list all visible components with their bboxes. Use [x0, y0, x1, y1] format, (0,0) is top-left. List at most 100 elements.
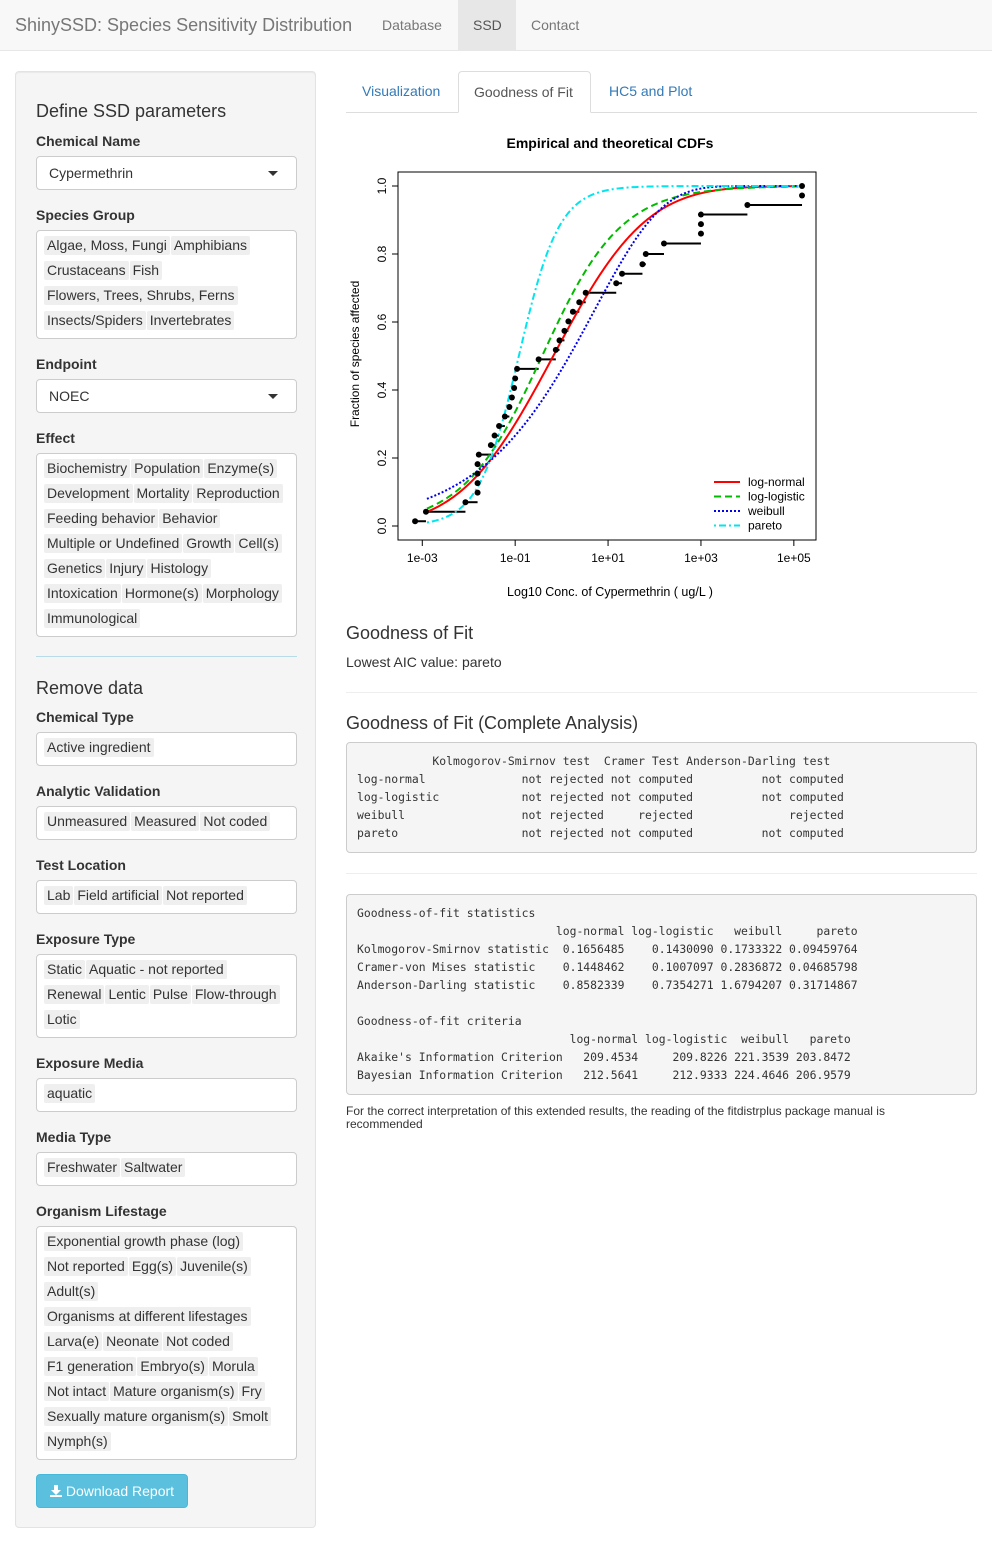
selected-tag[interactable]: Histology: [147, 559, 212, 578]
nav-contact[interactable]: Contact: [531, 17, 580, 33]
ecdf-point: [561, 327, 568, 334]
selected-tag[interactable]: Juvenile(s): [177, 1257, 251, 1276]
selected-tag[interactable]: Intoxication: [44, 584, 121, 603]
selected-tag[interactable]: Not coded: [163, 1332, 233, 1351]
selected-tag[interactable]: Sexually mature organism(s): [44, 1407, 229, 1426]
selected-tag[interactable]: Feeding behavior: [44, 509, 159, 528]
selected-tag[interactable]: Lotic: [44, 1010, 80, 1029]
selected-tag[interactable]: Measured: [131, 812, 200, 831]
selected-tag[interactable]: Renewal: [44, 985, 105, 1004]
selected-tag[interactable]: Flowers, Trees, Shrubs, Ferns: [44, 286, 238, 305]
selected-tag[interactable]: Morula: [208, 1357, 258, 1376]
selected-tag[interactable]: Embryo(s): [137, 1357, 208, 1376]
selected-tag[interactable]: Reproduction: [193, 484, 283, 503]
selected-tag[interactable]: Exponential growth phase (log): [44, 1232, 244, 1251]
selected-tag[interactable]: Smolt: [229, 1407, 271, 1426]
selected-tag[interactable]: F1 generation: [44, 1357, 137, 1376]
ecdf-point: [799, 192, 806, 199]
selected-tag[interactable]: Cell(s): [235, 534, 282, 553]
selected-tag[interactable]: Unmeasured: [44, 812, 131, 831]
x-tick-label: 1e-01: [500, 551, 531, 565]
tab-hc5-and-plot[interactable]: HC5 and Plot: [609, 83, 693, 99]
selected-tag[interactable]: Aquatic - not reported: [86, 960, 227, 979]
download-report-button[interactable]: Download Report: [36, 1474, 188, 1508]
selected-tag[interactable]: Organisms at different lifestages: [44, 1307, 251, 1326]
chemical-name-select[interactable]: Cypermethrin: [36, 156, 297, 190]
selected-tag[interactable]: Mature organism(s): [110, 1382, 238, 1401]
ecdf-point: [799, 183, 806, 189]
selected-tag[interactable]: Enzyme(s): [204, 459, 278, 478]
test-location-select[interactable]: Lab Field artificial Not reported: [36, 880, 297, 914]
chemical-type-select[interactable]: Active ingredient: [36, 732, 297, 766]
selected-tag[interactable]: Flow-through: [191, 985, 280, 1004]
download-report-label: Download Report: [65, 1483, 175, 1499]
selected-tag[interactable]: Fry: [238, 1382, 265, 1401]
selected-tag[interactable]: Adult(s): [44, 1282, 99, 1301]
endpoint-select[interactable]: NOEC: [36, 379, 297, 413]
selected-tag[interactable]: Biochemistry: [44, 459, 131, 478]
app-brand[interactable]: ShinySSD: Species Sensitivity Distributi…: [15, 15, 353, 35]
effect-select[interactable]: Biochemistry Population Enzyme(s) Developme…: [36, 453, 297, 637]
ecdf-point: [474, 461, 481, 468]
selected-tag[interactable]: Pulse: [149, 985, 191, 1004]
selected-tag[interactable]: Active ingredient: [44, 738, 154, 757]
nav-ssd[interactable]: SSD: [458, 0, 516, 50]
interpretation-note: For the correct interpretation of this e…: [346, 1104, 885, 1131]
selected-tag[interactable]: Static: [44, 960, 86, 979]
selected-tag[interactable]: Lentic: [105, 985, 149, 1004]
media-type-select[interactable]: Freshwater Saltwater: [36, 1152, 297, 1186]
y-tick-label: 0.8: [375, 245, 389, 262]
selected-tag[interactable]: Genetics: [44, 559, 106, 578]
selected-tag[interactable]: Not intact: [44, 1382, 110, 1401]
ecdf-point: [569, 308, 576, 315]
ecdf-point: [639, 261, 646, 268]
cdf-curve-log-logistic: [426, 185, 799, 510]
selected-tag[interactable]: Not reported: [44, 1257, 128, 1276]
selected-tag[interactable]: Behavior: [159, 509, 221, 528]
selected-tag[interactable]: Neonate: [103, 1332, 163, 1351]
analytic-validation-select[interactable]: Unmeasured Measured Not coded: [36, 806, 297, 840]
selected-tag[interactable]: Population: [131, 459, 204, 478]
selected-tag[interactable]: aquatic: [44, 1084, 96, 1103]
selected-tag[interactable]: Hormone(s): [121, 584, 202, 603]
selected-tag[interactable]: Immunological: [44, 609, 141, 628]
selected-tag[interactable]: Crustaceans: [44, 261, 129, 280]
selected-tag[interactable]: Growth: [183, 534, 235, 553]
selected-tag[interactable]: Insects/Spiders: [44, 311, 146, 330]
ecdf-point: [744, 202, 751, 209]
selected-tag[interactable]: Morphology: [202, 584, 282, 603]
selected-tag[interactable]: Field artificial: [74, 886, 163, 905]
selected-tag[interactable]: Development: [44, 484, 133, 503]
species-group-select[interactable]: Algae, Moss, Fungi AmphibiansCrustaceans F…: [36, 230, 297, 339]
organism-lifestage-select[interactable]: Exponential growth phase (log) Not report…: [36, 1226, 297, 1460]
ecdf-point: [582, 289, 589, 296]
ecdf-point: [697, 230, 704, 237]
selected-tag[interactable]: Fish: [129, 261, 163, 280]
selected-tag[interactable]: Injury: [106, 559, 147, 578]
selected-tag[interactable]: Invertebrates: [146, 311, 235, 330]
ecdf-point: [412, 518, 419, 525]
ecdf-point: [506, 404, 513, 410]
selected-tag[interactable]: Lab: [44, 886, 74, 905]
selected-tag[interactable]: Saltwater: [121, 1158, 186, 1177]
selected-tag[interactable]: Amphibians: [170, 236, 250, 255]
selected-tag[interactable]: Nymph(s): [44, 1432, 111, 1451]
selected-tag[interactable]: Egg(s): [128, 1257, 177, 1276]
selected-tag[interactable]: Multiple or Undefined: [44, 534, 183, 553]
exposure-type-select[interactable]: Static Aquatic - not reported Renewal Lenti…: [36, 954, 297, 1038]
selected-tag[interactable]: Not reported: [163, 886, 247, 905]
nav-database[interactable]: Database: [382, 17, 442, 33]
lowest-aic-text: Lowest AIC value: pareto: [346, 654, 502, 670]
exposure-media-select[interactable]: aquatic: [36, 1078, 297, 1112]
exposure-type-label: Exposure Type: [36, 931, 136, 947]
selected-tag[interactable]: Algae, Moss, Fungi: [44, 236, 170, 255]
selected-tag[interactable]: Freshwater: [44, 1158, 121, 1177]
ecdf-point: [512, 375, 519, 382]
chevron-down-icon: [268, 171, 278, 176]
tab-visualization[interactable]: Visualization: [362, 83, 441, 99]
selected-tag[interactable]: Not coded: [200, 812, 271, 831]
selected-tag[interactable]: Larva(e): [44, 1332, 103, 1351]
legend-label: pareto: [748, 519, 782, 533]
tab-goodness-of-fit[interactable]: Goodness of Fit: [458, 71, 591, 113]
selected-tag[interactable]: Mortality: [133, 484, 193, 503]
